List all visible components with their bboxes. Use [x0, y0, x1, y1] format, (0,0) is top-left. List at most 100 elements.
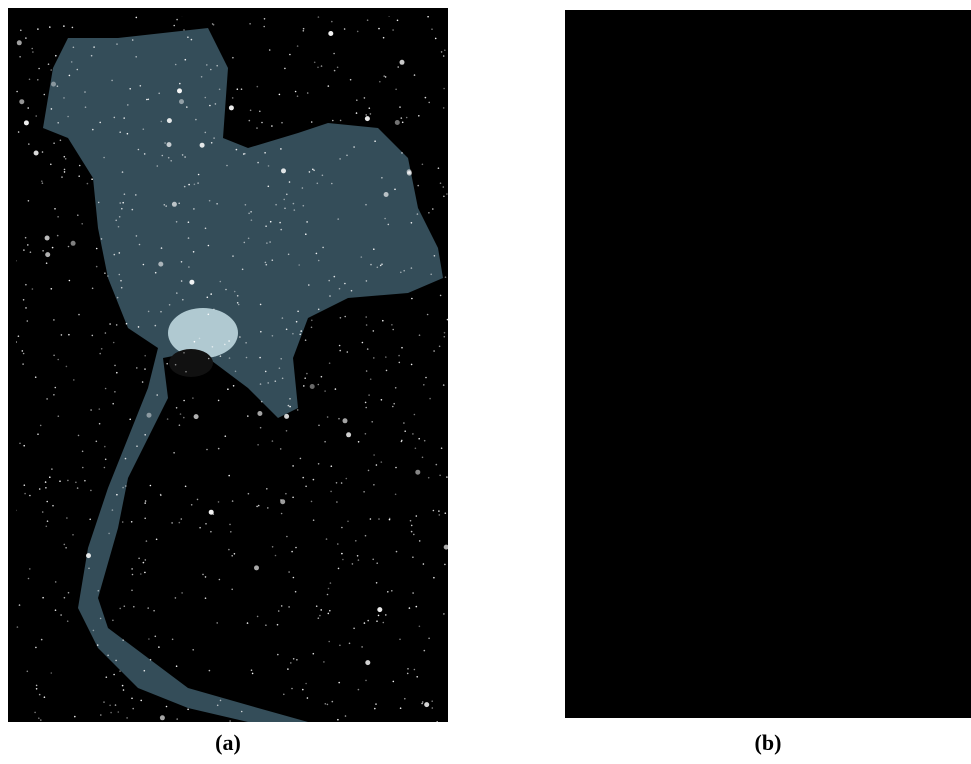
light-dot [176, 407, 178, 409]
light-dot [99, 423, 101, 425]
light-dot [400, 272, 402, 274]
light-dot [250, 110, 252, 112]
light-dot [419, 540, 421, 542]
light-dot [72, 534, 74, 536]
light-dot [228, 475, 230, 477]
light-dot [328, 641, 330, 643]
light-dot [144, 368, 146, 370]
light-dot [344, 283, 346, 285]
light-dot [265, 225, 267, 227]
light-dot [293, 203, 295, 205]
light-dot [324, 441, 326, 443]
light-dot [275, 204, 277, 206]
light-dot [312, 169, 314, 171]
light-dot [57, 359, 59, 361]
light-dot [85, 106, 87, 108]
light-dot [210, 69, 212, 71]
light-dot [280, 358, 282, 360]
light-dot [441, 447, 443, 449]
light-dot [98, 202, 100, 204]
light-dot [28, 578, 30, 580]
light-dot [51, 468, 53, 470]
light-dot [327, 594, 329, 596]
light-dot [231, 589, 233, 591]
panel-caption: (a) [215, 730, 241, 755]
light-dot [19, 443, 21, 445]
light-dot [71, 241, 76, 246]
light-dot [86, 553, 91, 558]
light-dot [185, 486, 187, 488]
light-dot [250, 211, 252, 213]
light-dot [366, 280, 368, 282]
light-dot [64, 171, 66, 173]
light-dot [440, 182, 442, 184]
light-dot [53, 319, 55, 321]
light-dot [337, 218, 339, 220]
light-dot [441, 51, 443, 53]
light-dot [105, 388, 107, 390]
light-dot [436, 464, 438, 466]
light-dot [365, 535, 367, 537]
light-dot [63, 97, 65, 99]
light-dot [365, 660, 370, 665]
light-dot [417, 213, 419, 215]
light-dot [116, 494, 118, 496]
light-dot [77, 214, 79, 216]
light-dot [116, 372, 118, 374]
light-dot [306, 221, 308, 223]
light-dot [280, 148, 282, 150]
light-dot [343, 418, 348, 423]
light-dot [331, 465, 333, 467]
light-dot [411, 525, 413, 527]
light-dot [438, 167, 440, 169]
light-dot [258, 505, 260, 507]
light-dot [334, 70, 336, 72]
light-dot [382, 320, 384, 322]
light-dot [398, 355, 400, 357]
light-dot [364, 97, 366, 99]
light-dot [78, 175, 80, 177]
light-dot [216, 203, 218, 205]
light-dot [158, 93, 160, 95]
light-dot [146, 99, 148, 101]
light-dot [194, 341, 196, 343]
light-dot [148, 638, 150, 640]
light-dot [423, 563, 425, 565]
light-dot [210, 531, 212, 533]
light-dot [443, 55, 445, 57]
light-dot [46, 501, 48, 503]
light-dot [175, 64, 177, 66]
light-dot [28, 143, 30, 145]
light-dot [305, 486, 307, 488]
light-dot [316, 253, 318, 255]
light-dot [119, 670, 121, 672]
light-dot [307, 697, 309, 699]
light-dot [248, 238, 250, 240]
light-dot [400, 60, 405, 65]
light-dot [395, 387, 397, 389]
light-dot [181, 280, 183, 282]
light-dot [433, 350, 435, 352]
light-dot [209, 510, 214, 515]
light-dot [422, 457, 424, 459]
light-dot [126, 323, 128, 325]
light-dot [18, 131, 20, 133]
light-dot [268, 186, 270, 188]
light-dot [393, 681, 395, 683]
light-dot [84, 91, 86, 93]
light-dot [112, 509, 114, 511]
light-dot [251, 669, 253, 671]
light-dot [333, 53, 335, 55]
light-dot [373, 357, 375, 359]
light-dot [365, 402, 367, 404]
light-dot [374, 708, 376, 710]
figure: (a) (b) [0, 0, 971, 764]
light-dot [372, 559, 374, 561]
light-dot [125, 485, 127, 487]
light-dot [226, 165, 228, 167]
light-dot [19, 56, 21, 58]
light-dot [107, 655, 109, 657]
light-dot [318, 617, 320, 619]
light-dot [155, 272, 157, 274]
light-dot [123, 689, 125, 691]
